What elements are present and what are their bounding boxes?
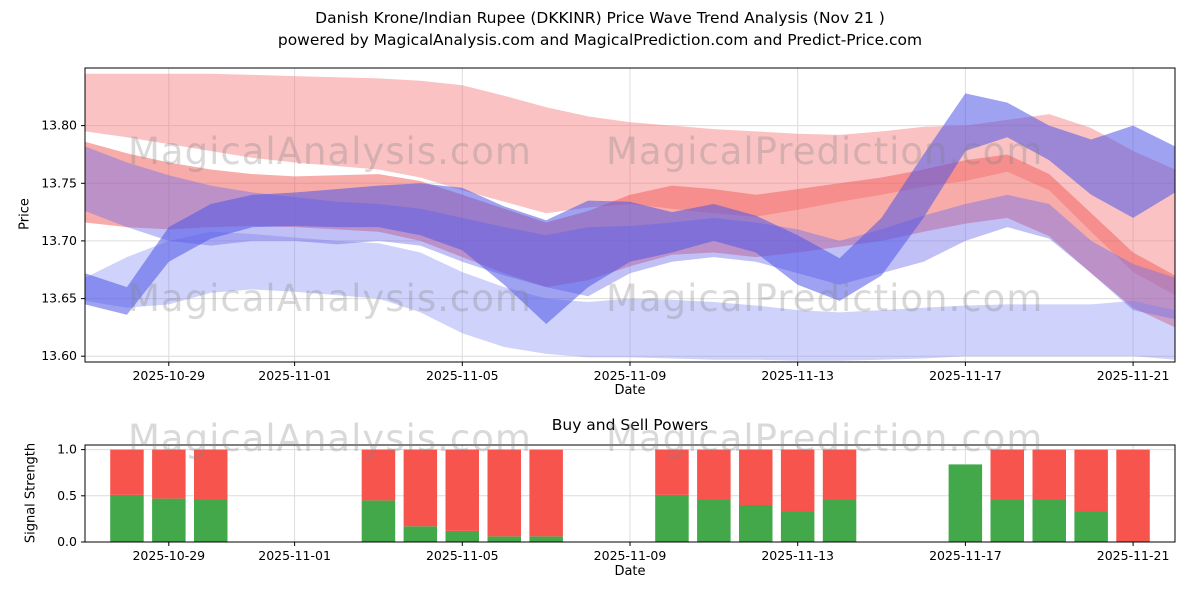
- signal-strength-axis-label: Signal Strength: [23, 442, 39, 544]
- signal-bars: [110, 449, 1150, 542]
- sell-bar: [487, 449, 521, 537]
- sell-bar: [194, 449, 228, 500]
- buy-bar: [948, 464, 983, 542]
- sell-bar: [1032, 449, 1066, 500]
- price-tick-labels: 13.60 13.65 13.70 13.75 13.80 2025-10-29 2025-…: [41, 118, 1169, 383]
- sell-bar: [780, 449, 815, 512]
- buy-bar: [1032, 499, 1066, 542]
- sell-bar: [1074, 449, 1108, 512]
- buy-bar: [487, 536, 521, 542]
- price-bands: [85, 73, 1175, 361]
- sell-bar: [152, 449, 186, 499]
- sell-bar: [822, 449, 857, 500]
- sell-bar: [110, 449, 144, 495]
- buy-bar: [697, 499, 731, 542]
- svg-text:1.0: 1.0: [57, 442, 77, 457]
- buy-bar: [780, 511, 815, 542]
- buy-bar: [990, 499, 1024, 542]
- svg-text:2025-10-29: 2025-10-29: [132, 548, 205, 563]
- svg-text:2025-11-17: 2025-11-17: [929, 548, 1002, 563]
- buy-bar: [361, 500, 396, 542]
- bottom-date-axis-label: Date: [614, 564, 646, 579]
- svg-text:2025-11-17: 2025-11-17: [929, 368, 1002, 383]
- svg-text:2025-11-01: 2025-11-01: [258, 368, 331, 383]
- top-date-axis-label: Date: [614, 383, 646, 398]
- svg-text:2025-11-13: 2025-11-13: [761, 368, 834, 383]
- band-trend-main: [85, 93, 1175, 325]
- buy-bar: [529, 536, 563, 542]
- svg-text:2025-11-21: 2025-11-21: [1097, 368, 1170, 383]
- buy-bar: [194, 499, 228, 542]
- svg-text:13.75: 13.75: [41, 175, 77, 190]
- sell-bar: [1116, 449, 1150, 542]
- sell-bar: [403, 449, 438, 527]
- svg-text:13.70: 13.70: [41, 233, 77, 248]
- sell-bar: [739, 449, 773, 505]
- signal-tick-labels: 0.0 0.5 1.0 2025-10-29 2025-11-01 2025-11-05 2…: [57, 442, 1169, 563]
- svg-text:13.60: 13.60: [41, 348, 77, 363]
- buy-bar: [445, 530, 479, 542]
- buy-bar: [822, 499, 857, 542]
- band-support-outer: [85, 231, 1175, 361]
- svg-text:2025-11-09: 2025-11-09: [594, 368, 667, 383]
- svg-text:2025-11-01: 2025-11-01: [258, 548, 331, 563]
- svg-text:2025-11-05: 2025-11-05: [426, 548, 499, 563]
- svg-text:2025-10-29: 2025-10-29: [132, 368, 205, 383]
- buy-bar: [152, 498, 186, 542]
- sell-bar: [529, 449, 563, 537]
- svg-text:2025-11-05: 2025-11-05: [426, 368, 499, 383]
- price-axis-label: Price: [17, 198, 33, 230]
- price-wave-chart: 13.60 13.65 13.70 13.75 13.80 2025-10-29 2025-…: [41, 67, 1176, 383]
- main-title: Danish Krone/Indian Rupee (DKKINR) Price…: [315, 9, 885, 27]
- buy-bar: [403, 526, 438, 542]
- buy-bar: [739, 505, 773, 542]
- svg-text:2025-11-21: 2025-11-21: [1097, 548, 1170, 563]
- buy-bar: [1074, 511, 1108, 542]
- svg-text:13.80: 13.80: [41, 118, 77, 133]
- buy-bar: [655, 494, 689, 542]
- buy-sell-powers-title: Buy and Sell Powers: [551, 416, 709, 434]
- band-resistance-outer: [85, 73, 1175, 296]
- sell-bar: [361, 449, 396, 501]
- sell-bar: [445, 449, 479, 531]
- svg-text:2025-11-13: 2025-11-13: [761, 548, 834, 563]
- buy-sell-chart: 0.0 0.5 1.0 2025-10-29 2025-11-01 2025-11-05 2…: [57, 442, 1176, 563]
- sell-bar: [655, 449, 689, 495]
- buy-bar: [110, 494, 144, 542]
- svg-text:0.5: 0.5: [57, 488, 77, 503]
- sell-bar: [990, 449, 1024, 500]
- main-subtitle: powered by MagicalAnalysis.com and Magic…: [277, 31, 923, 49]
- svg-text:2025-11-09: 2025-11-09: [594, 548, 667, 563]
- svg-text:0.0: 0.0: [57, 534, 77, 549]
- sell-bar: [697, 449, 731, 500]
- svg-text:13.65: 13.65: [41, 291, 77, 306]
